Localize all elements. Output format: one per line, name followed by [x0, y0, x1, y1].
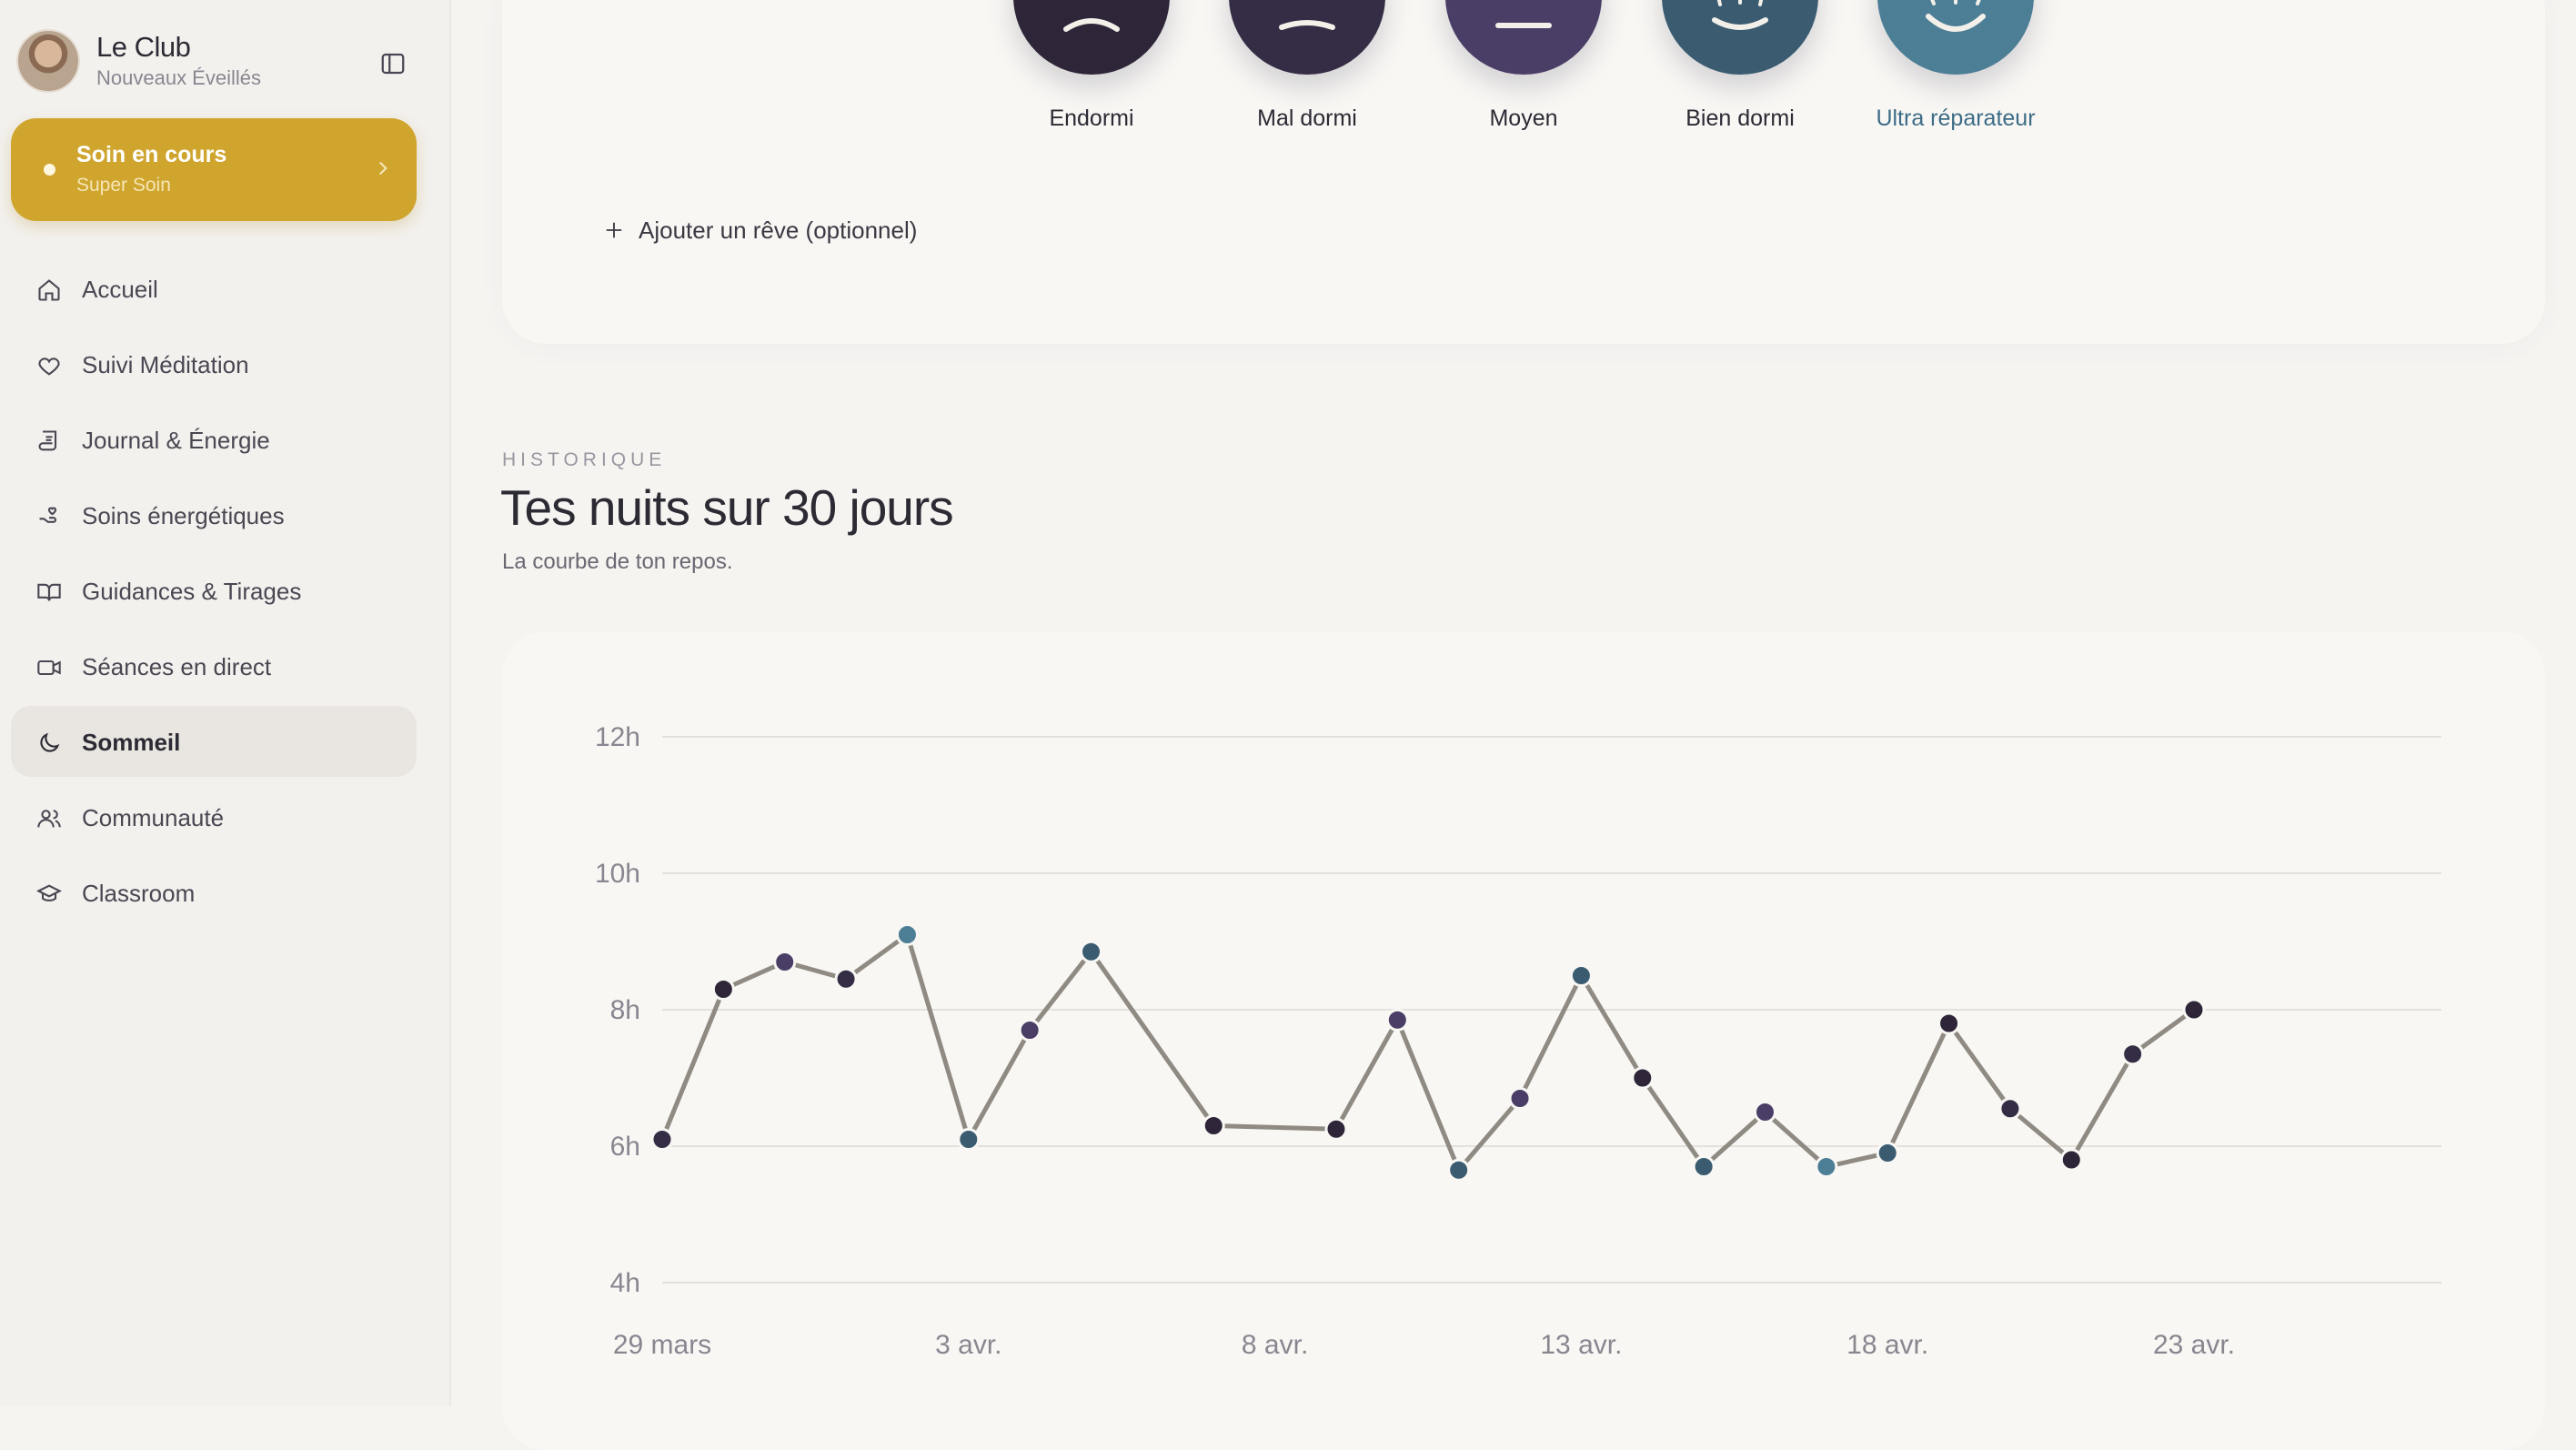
data-point [1998, 1097, 2022, 1121]
sidebar-item-label: Journal & Énergie [82, 427, 270, 454]
mood-option-ultra-reparateur[interactable]: Ultra réparateur [1846, 0, 2065, 136]
current-care-subtitle: Super Soin [76, 175, 171, 196]
sleep-line-chart: 4h 6h 8h 10h 12h 29 mars 3 avr. 8 avr. 13 avr. 18… [595, 722, 2441, 1360]
data-point [1508, 1087, 1532, 1110]
sidebar-item-soins[interactable]: Soins énergétiques [11, 479, 417, 550]
sad-face-icon [1013, 0, 1170, 75]
sidebar: Le Club Nouveaux Éveillés Soin en cours … [0, 0, 451, 1406]
x-tick-label: 3 avr. [935, 1330, 1001, 1360]
data-point [895, 923, 919, 946]
sidebar-item-meditation[interactable]: Suivi Méditation [11, 328, 417, 399]
brand-header: Le Club Nouveaux Éveillés [16, 29, 435, 95]
data-point [1631, 1066, 1655, 1090]
mood-label: Bien dormi [1685, 106, 1795, 131]
y-tick-label: 12h [595, 722, 640, 752]
mood-option-endormi[interactable]: Endormi [982, 0, 1201, 136]
sidebar-item-label: Classroom [82, 880, 196, 907]
section-subtitle: La courbe de ton repos. [502, 549, 733, 574]
hand-heart-icon [36, 504, 62, 529]
mood-label: Endormi [1049, 106, 1134, 131]
data-point [957, 1128, 981, 1151]
sidebar-item-label: Accueil [82, 276, 158, 303]
data-point [711, 978, 735, 1001]
users-icon [36, 806, 62, 831]
plus-icon [606, 222, 622, 238]
sidebar-item-label: Séances en direct [82, 653, 272, 680]
data-point [2121, 1042, 2145, 1066]
page-title: Tes nuits sur 30 jours [500, 479, 954, 536]
data-point [2182, 998, 2206, 1022]
data-point [1692, 1155, 1716, 1178]
chevron-right-icon [378, 161, 387, 176]
mood-label: Mal dormi [1257, 106, 1357, 131]
happy-face-icon [1877, 0, 2034, 75]
avatar[interactable] [16, 29, 80, 93]
scroll-icon [36, 428, 62, 454]
sleep-history-chart-card: 4h 6h 8h 10h 12h 29 mars 3 avr. 8 avr. 13 avr. 18… [502, 631, 2545, 1450]
section-eyebrow: HISTORIQUE [502, 449, 667, 470]
sidebar-toggle-button[interactable] [373, 44, 413, 84]
sidebar-item-guidances[interactable]: Guidances & Tirages [11, 555, 417, 626]
mood-option-moyen[interactable]: Moyen [1414, 0, 1633, 136]
data-point [1202, 1114, 1225, 1137]
status-dot [44, 164, 55, 176]
current-care-card[interactable]: Soin en cours Super Soin [11, 118, 417, 221]
brand-subtitle: Nouveaux Éveillés [96, 66, 261, 89]
mood-label: Ultra réparateur [1876, 106, 2036, 131]
series-line [659, 932, 2196, 1173]
mood-option-bien-dormi[interactable]: Bien dormi [1631, 0, 1849, 136]
sidebar-item-label: Sommeil [82, 729, 181, 756]
heart-icon [36, 353, 62, 378]
neutral-face-icon [1445, 0, 1602, 75]
y-tick-label: 8h [610, 995, 640, 1025]
data-point [834, 967, 858, 991]
x-tick-label: 8 avr. [1242, 1330, 1308, 1360]
data-point [1324, 1117, 1348, 1141]
moon-icon [36, 730, 62, 756]
data-point [1080, 940, 1103, 963]
sidebar-item-classroom[interactable]: Classroom [11, 857, 417, 928]
current-care-title: Soin en cours [76, 142, 227, 167]
add-dream-label: Ajouter un rêve (optionnel) [639, 216, 918, 244]
book-open-icon [36, 579, 62, 605]
sidebar-item-sommeil[interactable]: Sommeil [11, 706, 417, 777]
data-point [1876, 1142, 1899, 1164]
sidebar-item-seances[interactable]: Séances en direct [11, 630, 417, 701]
data-point [1018, 1019, 1041, 1042]
home-icon [36, 277, 62, 303]
data-point [650, 1128, 674, 1151]
data-point [1569, 964, 1593, 987]
sleep-quality-card: Endormi Mal dormi Moyen Bien dormi [502, 0, 2545, 344]
data-point [1815, 1155, 1838, 1178]
data-point [773, 951, 797, 973]
x-tick-label: 29 mars [613, 1330, 711, 1360]
x-tick-label: 18 avr. [1846, 1330, 1928, 1360]
video-icon [36, 655, 62, 680]
frown-face-icon [1229, 0, 1385, 75]
smile-face-icon [1662, 0, 1818, 75]
y-tick-label: 10h [595, 859, 640, 889]
y-tick-label: 4h [610, 1268, 640, 1298]
sidebar-item-communaute[interactable]: Communauté [11, 781, 417, 852]
sidebar-item-label: Communauté [82, 804, 225, 831]
mood-option-mal-dormi[interactable]: Mal dormi [1198, 0, 1416, 136]
data-point [1937, 1012, 1961, 1035]
x-tick-label: 23 avr. [2153, 1330, 2235, 1360]
data-point [1447, 1158, 1471, 1182]
graduation-cap-icon [35, 881, 63, 907]
data-point [1753, 1101, 1776, 1123]
sidebar-item-label: Guidances & Tirages [82, 578, 302, 605]
sidebar-item-accueil[interactable]: Accueil [11, 253, 417, 324]
sidebar-item-label: Soins énergétiques [82, 502, 285, 529]
data-point [2059, 1148, 2083, 1172]
sidebar-item-journal[interactable]: Journal & Énergie [11, 404, 417, 475]
brand-title: Le Club [96, 31, 191, 63]
y-tick-label: 6h [610, 1132, 640, 1162]
mood-label: Moyen [1489, 106, 1558, 131]
sidebar-item-label: Suivi Méditation [82, 351, 249, 378]
data-point [1385, 1008, 1409, 1032]
x-tick-label: 13 avr. [1540, 1330, 1622, 1360]
sidebar-toggle-icon [381, 53, 405, 75]
sidebar-nav: Accueil Suivi Méditation Journal & Énerg… [11, 253, 417, 932]
